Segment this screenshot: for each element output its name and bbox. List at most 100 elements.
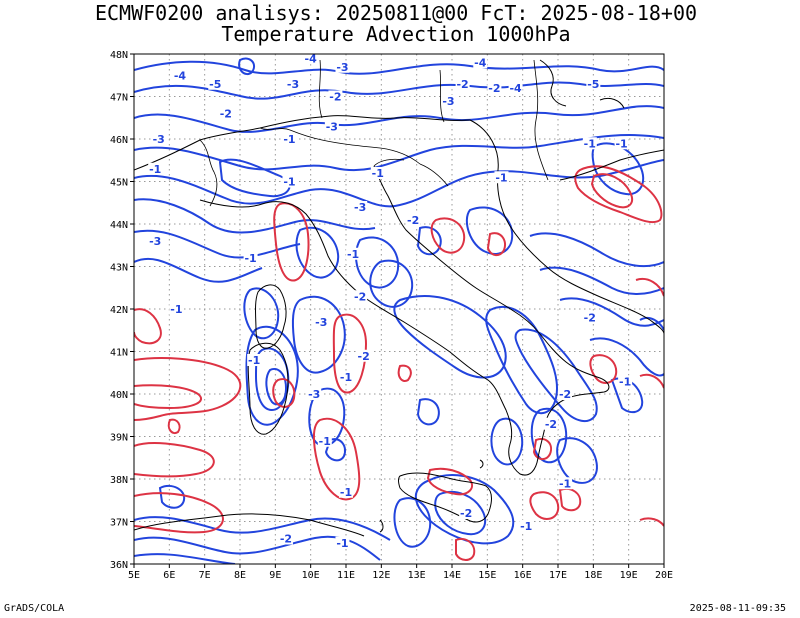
- svg-text:-2: -2: [545, 418, 557, 431]
- svg-text:-1: -1: [347, 248, 359, 261]
- x-tick-label: 20E: [655, 570, 673, 581]
- contour-label: -3: [335, 60, 350, 74]
- contour-label: -2: [487, 82, 502, 95]
- svg-text:-4: -4: [174, 69, 187, 82]
- contour-label: -3: [441, 94, 456, 108]
- svg-text:-1: -1: [244, 252, 256, 265]
- svg-text:-3: -3: [354, 201, 366, 214]
- x-tick-label: 16E: [514, 570, 532, 581]
- x-tick-label: 5E: [128, 570, 140, 581]
- svg-text:-3: -3: [326, 120, 338, 133]
- contour-label: -1: [618, 375, 633, 388]
- y-tick-label: 47N: [110, 93, 128, 104]
- contour-label: -2: [459, 507, 474, 520]
- svg-text:-1: -1: [248, 354, 260, 367]
- country-borders: [199, 59, 549, 207]
- contour-label: -1: [558, 477, 573, 490]
- y-tick-label: 40N: [110, 390, 128, 401]
- svg-text:-3: -3: [315, 316, 327, 329]
- svg-text:-3: -3: [336, 61, 348, 74]
- contour-label: -5: [586, 77, 601, 91]
- svg-text:-2: -2: [220, 108, 232, 121]
- y-tick-label: 36N: [110, 560, 128, 571]
- x-tick-label: 19E: [620, 570, 638, 581]
- y-tick-label: 43N: [110, 263, 128, 274]
- svg-text:-2: -2: [407, 214, 419, 227]
- contour-label: -2: [455, 77, 470, 91]
- contour-label: -1: [243, 252, 258, 265]
- svg-text:-1: -1: [340, 371, 352, 384]
- contour-label: -1: [282, 175, 297, 189]
- svg-text:-1: -1: [336, 537, 348, 550]
- svg-text:-2: -2: [559, 388, 571, 401]
- y-tick-label: 48N: [110, 50, 128, 61]
- contour-label: -4: [303, 54, 318, 65]
- y-tick-label: 46N: [110, 135, 128, 146]
- y-tick-label: 45N: [110, 178, 128, 189]
- contour-label: -2: [558, 388, 573, 401]
- svg-text:-3: -3: [308, 388, 320, 401]
- contour-label: -1: [317, 434, 332, 448]
- x-tick-label: 10E: [302, 570, 320, 581]
- svg-text:-5: -5: [209, 78, 221, 91]
- svg-text:-1: -1: [520, 520, 532, 533]
- contour-label: -4: [508, 82, 523, 95]
- contour-label: -2: [582, 311, 597, 325]
- contour-label: -2: [278, 532, 293, 546]
- contour-label: -3: [148, 235, 163, 248]
- svg-text:-1: -1: [283, 176, 295, 189]
- contour-label: -3: [286, 77, 300, 91]
- x-tick-label: 9E: [269, 570, 281, 581]
- svg-text:-1: -1: [372, 167, 384, 180]
- svg-text:-1: -1: [619, 375, 631, 388]
- contour-label: -5: [208, 77, 223, 91]
- x-tick-label: 12E: [372, 570, 390, 581]
- contour-label: -2: [328, 90, 343, 104]
- svg-text:-1: -1: [584, 137, 596, 150]
- contour-label: -1: [335, 536, 350, 550]
- svg-text:-1: -1: [559, 477, 571, 490]
- contour-label: -1: [247, 354, 262, 367]
- contour-label: -1: [582, 137, 597, 150]
- y-tick-label: 44N: [110, 220, 128, 231]
- svg-text:-1: -1: [615, 137, 627, 150]
- svg-text:-1: -1: [149, 163, 161, 176]
- contour-label: -4: [473, 56, 488, 70]
- contour-label: -1: [346, 247, 361, 261]
- svg-text:-1: -1: [170, 303, 182, 316]
- svg-text:-1: -1: [319, 435, 331, 448]
- contour-label: -1: [148, 162, 163, 176]
- y-tick-label: 42N: [110, 305, 128, 316]
- y-tick-label: 41N: [110, 348, 128, 359]
- svg-text:-2: -2: [584, 312, 596, 325]
- contour-label: -1: [519, 519, 534, 533]
- svg-text:-4: -4: [474, 57, 487, 70]
- x-tick-label: 13E: [408, 570, 426, 581]
- x-tick-label: 7E: [199, 570, 211, 581]
- svg-text:-2: -2: [354, 290, 366, 303]
- x-tick-label: 8E: [234, 570, 246, 581]
- contour-label: -3: [353, 201, 368, 214]
- contour-label: -3: [324, 120, 339, 133]
- y-tick-label: 38N: [110, 475, 128, 486]
- svg-text:-2: -2: [456, 78, 468, 91]
- svg-text:-3: -3: [287, 78, 299, 91]
- map-subtitle: Temperature Advection 1000hPa: [221, 22, 571, 46]
- x-tick-label: 17E: [549, 570, 567, 581]
- footer-credit: GrADS/COLA: [4, 603, 65, 614]
- contour-label: -4: [172, 69, 187, 82]
- contour-label: -2: [218, 107, 233, 121]
- map-title: ECMWF0200 analisys: 20250811@00 FcT: 202…: [94, 1, 698, 25]
- contour-label: -2: [353, 290, 368, 303]
- svg-text:-3: -3: [149, 235, 161, 248]
- svg-text:-2: -2: [329, 91, 341, 104]
- y-tick-label: 37N: [110, 518, 128, 529]
- contour-label: -3: [307, 388, 322, 401]
- contour-label: -1: [282, 133, 297, 146]
- contour-labels: -4-3-4-5 -3-2-4-2-3-2 -4 -5-2-3-3 -1 -1 -1-1-1…: [148, 54, 633, 550]
- contour-label: -1: [339, 371, 353, 384]
- footer-timestamp: 2025-08-11-09:35: [689, 603, 786, 614]
- x-tick-label: 6E: [163, 570, 175, 581]
- contour-label: -2: [356, 349, 371, 363]
- svg-text:-2: -2: [460, 507, 472, 520]
